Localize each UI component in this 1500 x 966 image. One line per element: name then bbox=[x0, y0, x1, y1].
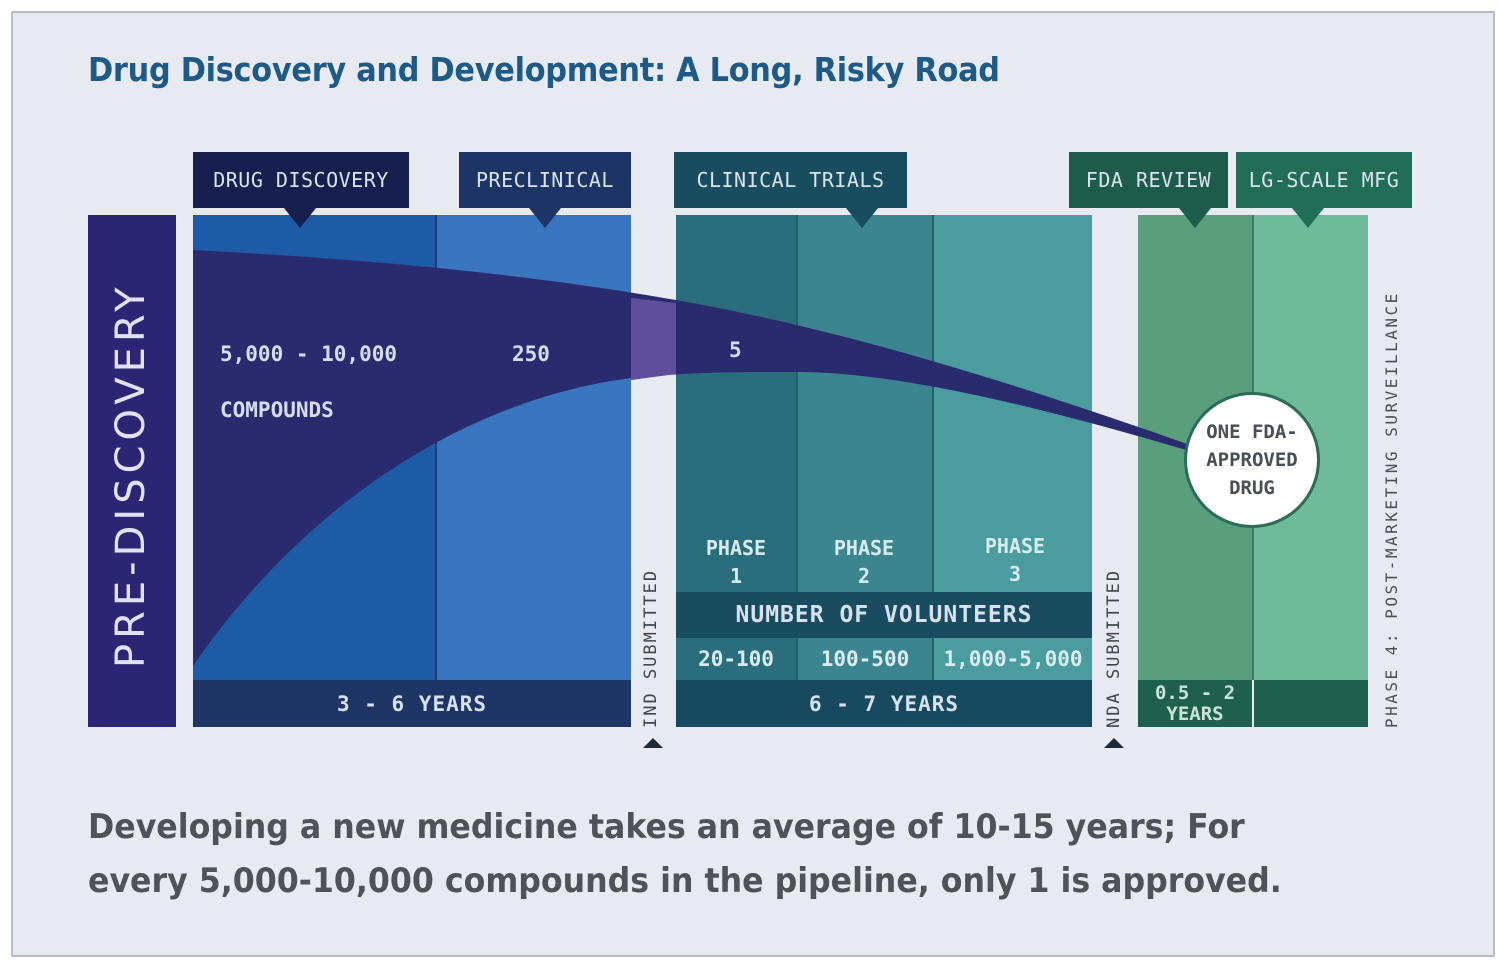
pointer-icon bbox=[1179, 208, 1211, 228]
duration-discovery-text: 3 - 6 YEARS bbox=[336, 691, 488, 716]
approved-line3: DRUG bbox=[1229, 477, 1275, 499]
ind-submitted-label: IND SUBMITTED bbox=[641, 568, 661, 728]
phase4-label: PHASE 4: POST-MARKETING SURVEILLANCE bbox=[1382, 291, 1401, 728]
tag-clinical-trials: CLINICAL TRIALS bbox=[674, 152, 907, 228]
nda-submitted-label: NDA SUBMITTED bbox=[1104, 568, 1124, 728]
volunteers-phase1: 20-100 bbox=[676, 638, 796, 680]
preclinical-compound-count: 250 bbox=[512, 342, 550, 366]
phase2-word: PHASE bbox=[833, 536, 895, 560]
discovery-column bbox=[193, 215, 435, 680]
duration-bar-mfg bbox=[1254, 680, 1368, 727]
tag-preclinical-label: PRECLINICAL bbox=[476, 168, 614, 192]
ind-arrow-icon bbox=[643, 738, 663, 748]
duration-fda-line1: 0.5 - 2 bbox=[1154, 682, 1236, 704]
duration-bar-clinical: 6 - 7 YEARS bbox=[676, 680, 1092, 727]
phase3-number: 3 bbox=[1008, 562, 1022, 586]
phase1-number: 1 bbox=[729, 564, 743, 588]
tag-fda-review-label: FDA REVIEW bbox=[1085, 168, 1212, 192]
phase3-label: PHASE 3 bbox=[940, 532, 1090, 588]
duration-bar-fda: 0.5 - 2 YEARS bbox=[1138, 680, 1252, 727]
volunteers-phase3: 1,000-5,000 bbox=[932, 638, 1092, 680]
pre-discovery-label: PRE-DISCOVERY bbox=[108, 282, 154, 668]
pointer-icon bbox=[846, 208, 878, 228]
approved-drug-badge: ONE FDA- APPROVED DRUG bbox=[1184, 392, 1320, 528]
duration-fda-line2: YEARS bbox=[1166, 703, 1224, 725]
pointer-icon bbox=[284, 208, 316, 228]
phase3-word: PHASE bbox=[984, 534, 1046, 558]
discovery-compound-unit: COMPOUNDS bbox=[220, 398, 334, 422]
approved-line1: ONE FDA- bbox=[1206, 421, 1298, 443]
clinical-compound-count: 5 bbox=[729, 338, 742, 362]
pre-discovery-bar: PRE-DISCOVERY bbox=[88, 215, 176, 727]
caption-line2: every 5,000-10,000 compounds in the pipe… bbox=[88, 861, 1282, 901]
duration-bar-discovery: 3 - 6 YEARS bbox=[193, 680, 631, 727]
pointer-icon bbox=[529, 208, 561, 228]
tag-preclinical: PRECLINICAL bbox=[459, 152, 631, 228]
tag-drug-discovery-label: DRUG DISCOVERY bbox=[213, 168, 389, 192]
tag-drug-discovery: DRUG DISCOVERY bbox=[193, 152, 409, 228]
volunteers-header-bar: NUMBER OF VOLUNTEERS bbox=[676, 592, 1092, 638]
volunteers-phase2: 100-500 bbox=[796, 638, 932, 680]
caption: Developing a new medicine takes an avera… bbox=[88, 800, 1316, 908]
phase2-label: PHASE 2 bbox=[796, 534, 932, 590]
caption-line1: Developing a new medicine takes an avera… bbox=[88, 807, 1245, 847]
tag-fda-review: FDA REVIEW bbox=[1069, 152, 1228, 228]
preclinical-column bbox=[435, 215, 631, 680]
phase1-word: PHASE bbox=[705, 536, 767, 560]
tag-clinical-trials-label: CLINICAL TRIALS bbox=[696, 168, 885, 192]
volunteers-header: NUMBER OF VOLUNTEERS bbox=[735, 602, 1033, 628]
approved-line2: APPROVED bbox=[1206, 449, 1298, 471]
tag-lg-scale-mfg-label: LG-SCALE MFG bbox=[1248, 168, 1400, 192]
duration-clinical-text: 6 - 7 YEARS bbox=[808, 691, 960, 716]
phase1-label: PHASE 1 bbox=[676, 534, 796, 590]
discovery-compound-count: 5,000 - 10,000 bbox=[220, 342, 398, 366]
tag-lg-scale-mfg: LG-SCALE MFG bbox=[1236, 152, 1412, 228]
pointer-icon bbox=[1292, 208, 1324, 228]
page-title: Drug Discovery and Development: A Long, … bbox=[88, 50, 1000, 89]
phase2-number: 2 bbox=[857, 564, 871, 588]
nda-arrow-icon bbox=[1104, 738, 1124, 748]
